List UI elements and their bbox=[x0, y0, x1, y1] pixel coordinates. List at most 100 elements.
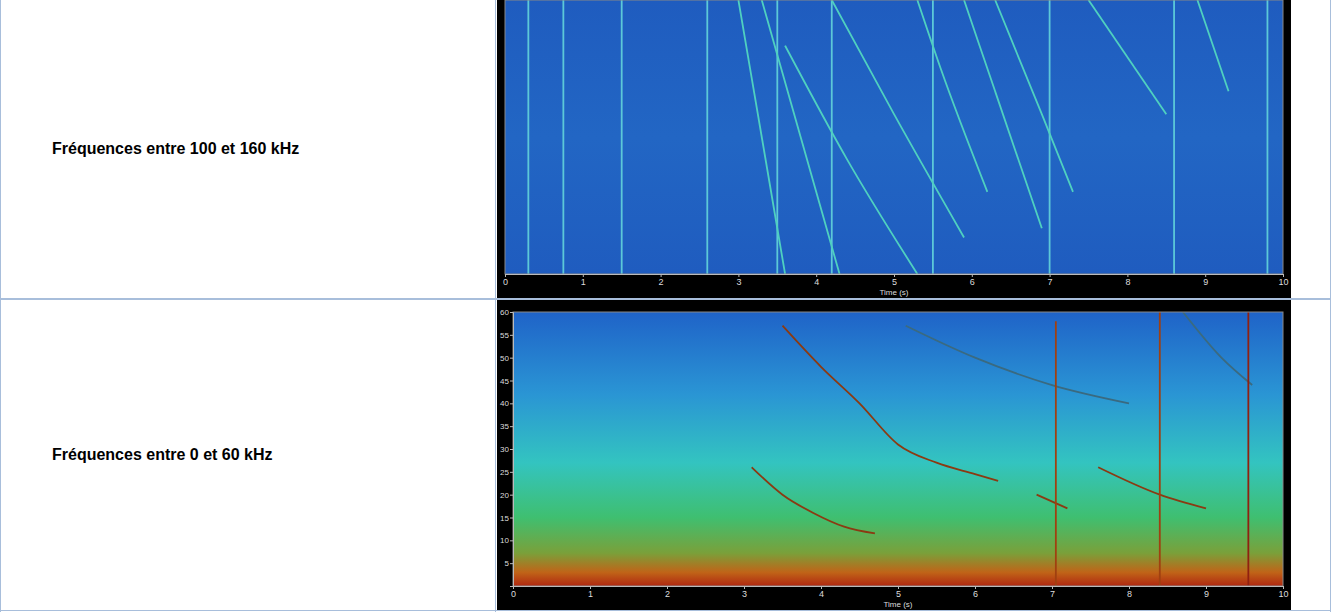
spectrogram: 012345678910Time (s) bbox=[497, 0, 1291, 298]
tick-label: 3 bbox=[742, 589, 747, 599]
tick-label: 1 bbox=[581, 277, 586, 287]
tick-label: 30 bbox=[500, 445, 509, 454]
y-tick: 55 bbox=[500, 331, 513, 340]
x-tick: 7 bbox=[1048, 274, 1053, 287]
y-tick: 35 bbox=[500, 422, 513, 431]
tick-mark bbox=[510, 495, 513, 496]
x-tick: 10 bbox=[1278, 586, 1288, 599]
x-tick: 8 bbox=[1127, 586, 1132, 599]
tick-label: 35 bbox=[500, 422, 509, 431]
signal-line bbox=[995, 0, 1073, 192]
signal-line bbox=[1055, 321, 1057, 586]
tick-mark bbox=[510, 312, 513, 313]
signal-line bbox=[1247, 312, 1249, 586]
tick-label: 9 bbox=[1203, 277, 1208, 287]
plot-background bbox=[505, 0, 1283, 274]
tick-label: 3 bbox=[736, 277, 741, 287]
marks bbox=[528, 0, 1267, 274]
signal-line bbox=[1098, 467, 1206, 508]
tick-label: 8 bbox=[1127, 589, 1132, 599]
signal-line bbox=[831, 0, 833, 274]
x-axis: 012345678910 bbox=[503, 274, 1289, 287]
tick-label: 5 bbox=[896, 589, 901, 599]
y-tick: 10 bbox=[500, 536, 513, 545]
signal-line bbox=[738, 0, 785, 274]
signal-line bbox=[964, 0, 1042, 228]
tick-label: 55 bbox=[500, 331, 509, 340]
x-tick: 6 bbox=[970, 274, 975, 287]
table-border bbox=[1330, 0, 1331, 612]
table-border bbox=[495, 0, 496, 612]
tick-mark bbox=[510, 426, 513, 427]
signal-line bbox=[621, 0, 623, 274]
signal-line bbox=[783, 326, 999, 481]
signal-line bbox=[1183, 312, 1252, 385]
tick-mark bbox=[510, 358, 513, 359]
tick-label: 0 bbox=[511, 589, 516, 599]
marks bbox=[752, 312, 1252, 586]
tick-label: 40 bbox=[500, 399, 509, 408]
tick-label: 6 bbox=[973, 589, 978, 599]
plot-background bbox=[513, 312, 1283, 586]
y-tick: 15 bbox=[500, 514, 513, 523]
signal-line bbox=[1197, 0, 1228, 91]
x-tick: 9 bbox=[1204, 586, 1209, 599]
signal-line bbox=[785, 46, 917, 274]
tick-label: 15 bbox=[500, 514, 509, 523]
y-tick: 40 bbox=[500, 399, 513, 408]
tick-mark bbox=[510, 563, 513, 564]
tick-mark bbox=[510, 403, 513, 404]
tick-label: 0 bbox=[503, 277, 508, 287]
tick-mark bbox=[510, 540, 513, 541]
x-tick: 8 bbox=[1125, 274, 1130, 287]
tick-label: 10 bbox=[1278, 589, 1288, 599]
y-tick: 25 bbox=[500, 468, 513, 477]
axis-title: Time (s) bbox=[883, 600, 912, 609]
x-tick: 0 bbox=[511, 586, 516, 599]
tick-label: 60 bbox=[500, 308, 509, 317]
page: Fréquences entre 100 et 160 kHzFréquence… bbox=[0, 0, 1332, 612]
tick-label: 45 bbox=[500, 377, 509, 386]
signal-line bbox=[1089, 0, 1167, 114]
tick-label: 1 bbox=[588, 589, 593, 599]
signal-line bbox=[932, 0, 934, 274]
tick-mark bbox=[510, 449, 513, 450]
tick-label: 7 bbox=[1048, 277, 1053, 287]
signal-line bbox=[527, 0, 529, 274]
x-tick: 10 bbox=[1278, 274, 1288, 287]
y-tick: 5 bbox=[505, 559, 513, 568]
signal-line bbox=[1267, 0, 1269, 274]
signal-line bbox=[1173, 0, 1175, 274]
x-tick: 3 bbox=[736, 274, 741, 287]
x-axis: 0 1 2 3 4 5 6 7 8 9 10 bbox=[511, 586, 1289, 599]
tick-mark bbox=[510, 335, 513, 336]
plot-frame bbox=[513, 312, 1283, 586]
x-tick: 4 bbox=[814, 274, 819, 287]
plot: 012345678910 bbox=[503, 0, 1289, 287]
signal-line bbox=[752, 467, 875, 533]
plot-frame bbox=[505, 0, 1283, 274]
signal-line bbox=[1159, 312, 1161, 586]
x-tick: 1 bbox=[588, 586, 593, 599]
y-tick: 50 bbox=[500, 354, 513, 363]
x-tick: 6 bbox=[973, 586, 978, 599]
x-tick: 5 bbox=[892, 274, 897, 287]
signal-line bbox=[832, 0, 964, 237]
signal-line bbox=[1037, 495, 1068, 509]
tick-label: 9 bbox=[1204, 589, 1209, 599]
tick-label: 4 bbox=[819, 589, 824, 599]
x-tick: 1 bbox=[581, 274, 586, 287]
frame-background bbox=[497, 0, 1291, 298]
signal-line bbox=[706, 0, 708, 274]
tick-label: 25 bbox=[500, 468, 509, 477]
tick-mark bbox=[510, 472, 513, 473]
x-tick: 5 bbox=[896, 586, 901, 599]
spectrogram: 01234567891051015202530354045505560Time … bbox=[497, 300, 1291, 610]
table-border bbox=[0, 610, 1331, 611]
x-tick: 2 bbox=[665, 586, 670, 599]
row-label: Fréquences entre 100 et 160 kHz bbox=[2, 0, 494, 298]
axis-line bbox=[510, 313, 514, 587]
axis-title: Time (s) bbox=[879, 288, 908, 297]
x-tick: 7 bbox=[1050, 586, 1055, 599]
row-label: Fréquences entre 0 et 60 kHz bbox=[2, 300, 494, 610]
